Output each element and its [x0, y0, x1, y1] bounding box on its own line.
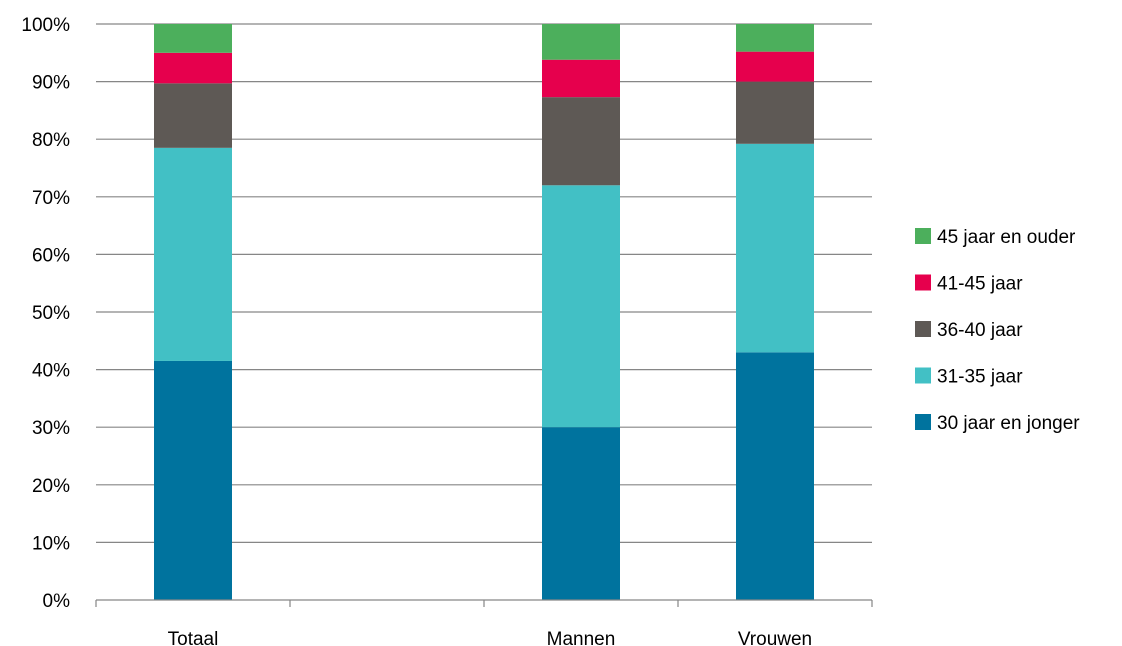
y-tick-label: 80%: [32, 130, 70, 151]
legend-swatch: [915, 274, 931, 291]
y-tick-label: 40%: [32, 361, 70, 382]
legend-swatch: [915, 367, 931, 384]
y-tick-label: 10%: [32, 533, 70, 554]
x-axis: [95, 599, 873, 607]
y-tick-label: 100%: [21, 15, 70, 36]
legend-label: 41-45 jaar: [937, 274, 1023, 295]
bar-segment: [736, 81, 814, 144]
y-tick-label: 50%: [32, 303, 70, 324]
bar-segment: [736, 352, 814, 600]
legend-label: 31-35 jaar: [937, 367, 1023, 388]
y-tick-label: 90%: [32, 73, 70, 94]
bar-stacks: [154, 24, 814, 600]
legend-item: 45 jaar en ouder: [915, 227, 1076, 248]
bar-segment: [542, 59, 620, 98]
legend-item: 30 jaar en jonger: [915, 413, 1080, 434]
x-category-label: Mannen: [547, 629, 616, 646]
bar-segment: [736, 24, 814, 52]
bar-segment: [542, 24, 620, 60]
x-category-label: Totaal: [168, 629, 219, 646]
legend-swatch: [915, 321, 931, 337]
legend-swatch: [915, 414, 931, 430]
bar-segment: [154, 24, 232, 53]
legend: 45 jaar en ouder 41-45 jaar 36-40 jaar 31-3…: [915, 227, 1080, 434]
legend-label: 36-40 jaar: [937, 320, 1023, 341]
bar-segment: [736, 51, 814, 82]
legend-swatch: [915, 228, 931, 244]
y-tick-label: 20%: [32, 476, 70, 497]
legend-item: 41-45 jaar: [915, 274, 1023, 295]
legend-label: 30 jaar en jonger: [937, 413, 1080, 434]
legend-label: 45 jaar en ouder: [937, 227, 1076, 248]
legend-item: 36-40 jaar: [915, 320, 1023, 341]
bar-segment: [736, 143, 814, 353]
bar-segment: [154, 147, 232, 361]
bar-segment: [542, 97, 620, 186]
x-axis-category-labels: Totaal Mannen Vrouwen: [168, 629, 813, 646]
x-category-label: Vrouwen: [738, 629, 812, 646]
bar-segment: [154, 360, 232, 600]
legend-item: 31-35 jaar: [915, 367, 1023, 388]
y-tick-label: 0%: [43, 591, 71, 612]
bar-segment: [542, 185, 620, 428]
y-axis-tick-labels: 0% 10% 20% 30% 40% 50% 60% 70% 80% 90% 100%: [21, 15, 70, 612]
bar-segment: [542, 427, 620, 600]
bar-segment: [154, 52, 232, 84]
y-tick-label: 30%: [32, 418, 70, 439]
y-tick-label: 70%: [32, 188, 70, 209]
bar-segment: [154, 83, 232, 148]
y-tick-label: 60%: [32, 245, 70, 266]
